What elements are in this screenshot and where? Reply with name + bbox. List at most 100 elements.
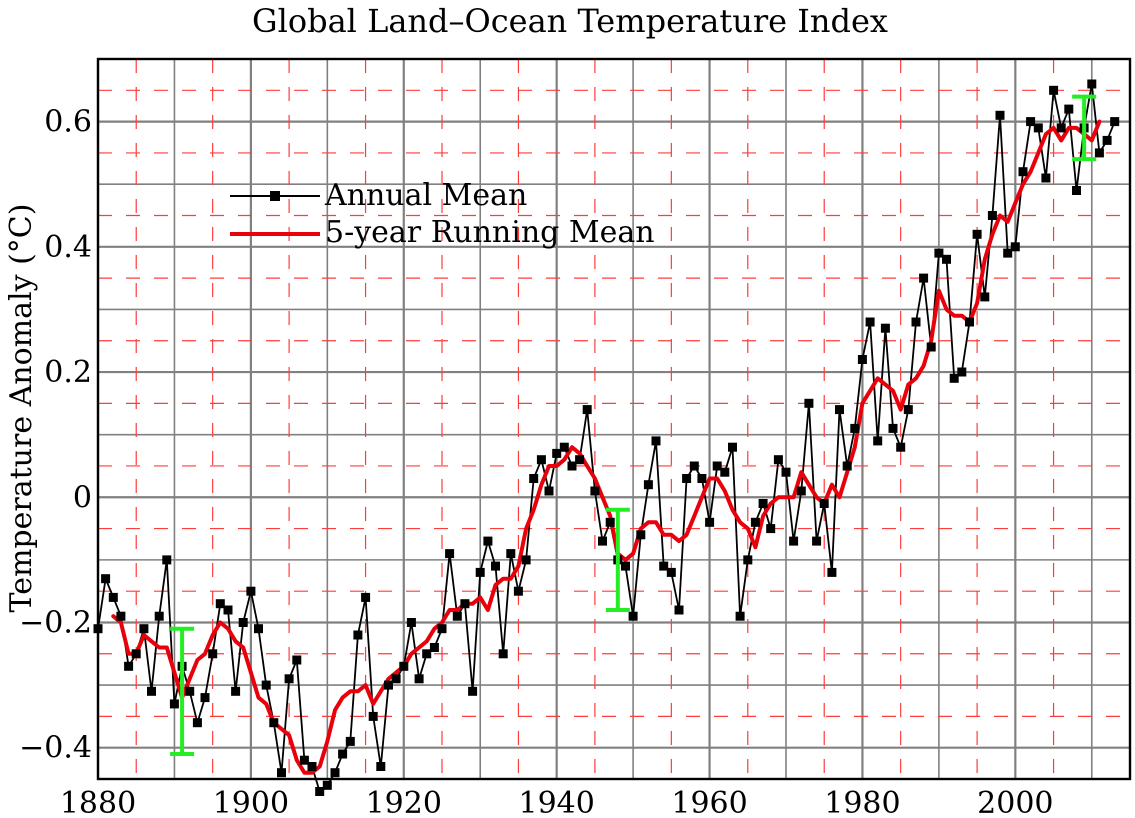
legend-annual-marker: [270, 191, 280, 201]
annual-mean-point: [651, 436, 661, 446]
annual-mean-point: [391, 674, 401, 684]
annual-mean-point: [116, 611, 126, 621]
annual-mean-point: [835, 405, 844, 415]
annual-mean-point: [926, 342, 936, 352]
annual-mean-point: [376, 762, 386, 771]
annual-mean-point: [154, 611, 164, 621]
annual-mean-point: [972, 229, 982, 239]
annual-mean-point: [108, 592, 118, 602]
annual-mean-point: [949, 373, 959, 383]
annual-mean-point: [674, 605, 684, 615]
annual-mean-point: [139, 624, 149, 634]
annual-mean-point: [720, 467, 730, 477]
annual-mean-point: [254, 624, 263, 634]
annual-mean-point: [124, 661, 134, 671]
annual-mean-point: [705, 517, 715, 527]
plot-frame: [96, 57, 1132, 781]
annual-mean-point: [636, 530, 646, 540]
annual-mean-point: [659, 561, 669, 571]
annual-mean-point: [536, 455, 546, 465]
annual-mean-point: [812, 536, 822, 546]
annual-mean-point: [361, 592, 371, 602]
annual-mean-point: [208, 649, 218, 659]
annual-mean-point: [621, 561, 630, 571]
x-tick-label: 2000: [977, 786, 1053, 818]
annual-mean-point: [919, 273, 929, 283]
annual-mean-point: [1033, 123, 1043, 133]
annual-mean-point: [544, 486, 554, 496]
annual-mean-point: [1018, 167, 1028, 177]
annual-mean-point: [598, 536, 607, 546]
annual-mean-point: [980, 292, 990, 302]
annual-mean-point: [789, 536, 799, 546]
annual-mean-point: [582, 405, 592, 415]
annual-mean-point: [735, 611, 745, 621]
y-axis-label: Temperature Anomaly (°C): [4, 204, 39, 613]
annual-mean-point: [1010, 242, 1020, 252]
annual-mean-point: [468, 686, 478, 696]
annual-mean-point: [1064, 104, 1074, 114]
data-layer: [93, 79, 1120, 796]
y-tick-label: 0.6: [44, 105, 92, 140]
annual-mean-point: [445, 549, 455, 559]
annual-mean-point: [192, 718, 202, 728]
annual-mean-point: [452, 611, 462, 621]
annual-mean-point: [628, 611, 638, 621]
annual-mean-point: [857, 355, 867, 364]
y-tick-label: −0.4: [19, 731, 92, 766]
annual-mean-point: [842, 461, 852, 471]
annual-mean-point: [277, 768, 286, 778]
annual-mean-point: [330, 768, 340, 778]
annual-mean-point: [575, 455, 585, 465]
annual-mean-point: [965, 317, 974, 327]
annual-mean-point: [559, 442, 569, 452]
annual-mean-point: [223, 605, 233, 615]
annual-mean-point: [322, 780, 332, 790]
annual-mean-point: [384, 680, 393, 690]
annual-mean-point: [345, 736, 355, 746]
annual-mean-point: [873, 436, 883, 446]
annual-mean-point: [292, 655, 302, 665]
annual-mean-point: [368, 711, 378, 721]
annual-mean-point: [712, 461, 722, 471]
annual-mean-point: [911, 317, 921, 327]
annual-mean-point: [529, 474, 539, 483]
annual-mean-point: [231, 686, 241, 696]
annual-mean-point: [567, 461, 577, 471]
annual-mean-point: [284, 674, 294, 684]
annual-mean-point: [460, 599, 470, 609]
x-tick-label: 1880: [60, 786, 136, 818]
annual-mean-point: [498, 649, 508, 659]
annual-mean-point: [1041, 173, 1051, 183]
annual-mean-point: [475, 567, 485, 577]
annual-mean-point: [246, 586, 256, 596]
annual-mean-point: [299, 755, 309, 765]
annual-mean-point: [880, 323, 890, 333]
annual-mean-point: [987, 211, 997, 220]
annual-mean-point: [934, 248, 944, 258]
x-tick-label: 1940: [518, 786, 594, 818]
annual-mean-point: [896, 442, 906, 452]
annual-mean-point: [1102, 135, 1112, 145]
annual-mean-point: [200, 693, 210, 703]
annual-mean-point: [697, 474, 707, 483]
annual-mean-point: [804, 398, 814, 408]
x-tick-label: 1920: [366, 786, 442, 818]
annual-mean-point: [995, 110, 1005, 120]
annual-mean-point: [185, 686, 195, 696]
annual-mean-point: [162, 555, 172, 565]
annual-mean-point: [682, 474, 692, 483]
legend-annual-label: Annual Mean: [324, 178, 527, 213]
annual-mean-point: [957, 367, 967, 377]
annual-mean-point: [261, 680, 271, 690]
x-tick-label: 1980: [824, 786, 900, 818]
annual-mean-point: [1026, 117, 1036, 127]
annual-mean-point: [521, 555, 531, 565]
y-tick-label: 0.4: [44, 230, 92, 265]
annual-mean-point: [506, 549, 516, 559]
annual-mean-point: [215, 599, 225, 609]
annual-mean-point: [169, 699, 179, 709]
legend: Annual Mean 5-year Running Mean: [230, 178, 655, 250]
annual-mean-point: [888, 423, 898, 433]
